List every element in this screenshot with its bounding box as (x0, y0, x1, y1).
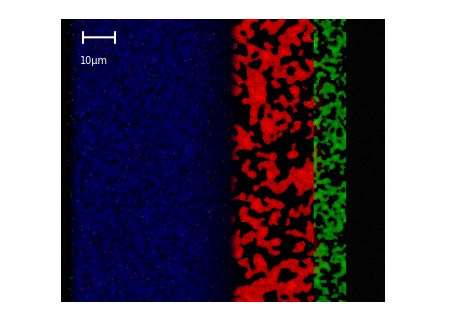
Text: 10μm: 10μm (80, 56, 108, 66)
